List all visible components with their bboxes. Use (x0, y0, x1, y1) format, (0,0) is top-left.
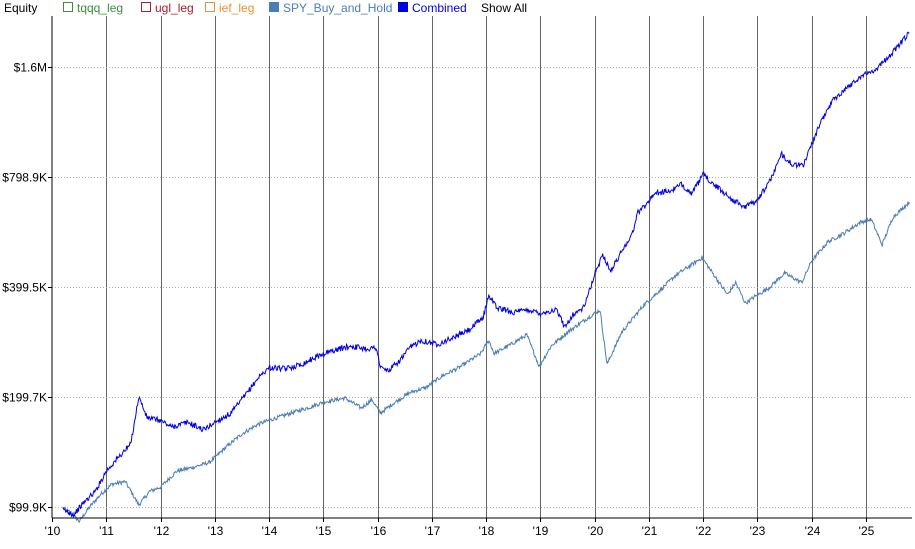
legend-bar: Equity tqqq_leg ugl_leg ief_leg SPY_Buy_… (0, 0, 915, 16)
x-tick-label: '23 (750, 524, 766, 538)
legend-swatch-icon (269, 2, 279, 12)
x-tick-label: '20 (588, 524, 604, 538)
legend-swatch-icon (63, 2, 73, 12)
y-tick-label: $399.5K (2, 281, 47, 295)
show-all-button[interactable]: Show All (481, 1, 528, 15)
legend-item-ief-leg[interactable]: ief_leg (205, 1, 254, 15)
x-tick-label: '15 (316, 524, 332, 538)
y-tick-label: $99.9K (9, 501, 47, 515)
x-tick-label: '25 (859, 524, 875, 538)
series-line-combined (62, 31, 910, 518)
legend-swatch-icon (205, 2, 215, 12)
axis-layer: '10 '11 '12 '13 '14 '15 '16 '17 '18 '19 '20 '21 '22 '… (2, 16, 912, 538)
x-tick-label: '17 (425, 524, 441, 538)
legend-swatch-icon (398, 2, 408, 12)
x-tick-label: '12 (154, 524, 170, 538)
legend-label: ief_leg (219, 1, 255, 15)
x-tick-label: '18 (479, 524, 495, 538)
x-tick-label: '24 (805, 524, 821, 538)
x-tick-label: '19 (533, 524, 549, 538)
legend-label: ugl_leg (155, 1, 194, 15)
legend-label: Combined (412, 1, 467, 15)
legend-item-tqqq-leg[interactable]: tqqq_leg (63, 1, 123, 15)
legend-item-ugl-leg[interactable]: ugl_leg (141, 1, 194, 15)
legend-swatch-icon (141, 2, 151, 12)
y-tick-label: $1.6M (14, 61, 47, 75)
x-tick-label: '10 (45, 524, 61, 538)
x-tick-label: '14 (262, 524, 278, 538)
series-layer (62, 31, 910, 524)
legend-item-combined[interactable]: Combined (398, 1, 467, 15)
x-tick-label: '13 (208, 524, 224, 538)
y-tick-label: $798.9K (2, 171, 47, 185)
y-tick-label: $199.7K (2, 391, 47, 405)
legend-item-spy-buy-and-hold[interactable]: SPY_Buy_and_Hold (269, 1, 392, 15)
x-tick-label: '22 (696, 524, 712, 538)
panel-title: Equity (4, 1, 38, 15)
x-tick-label: '21 (642, 524, 658, 538)
x-tick-label: '11 (99, 524, 114, 538)
grid-layer (52, 16, 912, 518)
series-line-spy-buy-and-hold (62, 201, 910, 524)
legend-label: SPY_Buy_and_Hold (283, 1, 393, 15)
legend-label: tqqq_leg (77, 1, 124, 15)
x-tick-label: '16 (371, 524, 387, 538)
